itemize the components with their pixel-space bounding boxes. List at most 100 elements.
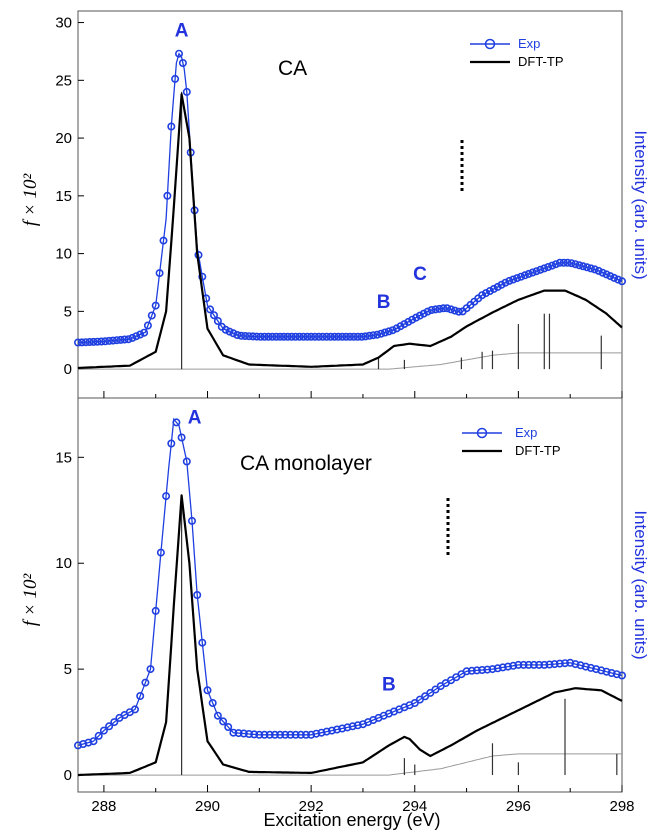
exp-point <box>544 262 553 271</box>
exp-point <box>330 332 339 341</box>
y-tick-label: 15 <box>55 449 72 466</box>
exp-point <box>528 268 537 277</box>
exp-point <box>182 457 191 466</box>
exp-point <box>373 330 382 339</box>
exp-point <box>272 332 281 341</box>
exp-point <box>89 337 98 346</box>
exp-point <box>151 301 160 310</box>
exp-series <box>74 49 626 347</box>
exp-point <box>291 730 300 739</box>
exp-point <box>357 332 366 341</box>
y-tick-label: 0 <box>64 767 72 784</box>
exp-point <box>155 269 164 278</box>
exp-point <box>467 666 476 675</box>
exp-point <box>291 332 300 341</box>
exp-point <box>175 49 184 58</box>
exp-point <box>81 338 90 347</box>
exp-point <box>408 315 417 324</box>
exp-point <box>567 259 576 268</box>
exp-point <box>167 439 176 448</box>
exp-point <box>224 722 233 731</box>
exp-point <box>99 726 108 735</box>
exp-point <box>105 336 114 345</box>
exp-point <box>279 332 288 341</box>
exp-point <box>178 58 187 67</box>
exp-point <box>318 332 327 341</box>
exp-point <box>610 273 619 282</box>
exp-point <box>489 284 498 293</box>
y-tick-label: 25 <box>55 72 72 89</box>
y-tick-label: 5 <box>64 661 72 678</box>
exp-point <box>132 332 141 341</box>
exp-point <box>131 705 140 714</box>
exp-point <box>446 305 455 314</box>
exp-point <box>334 332 343 341</box>
exp-point <box>582 263 591 272</box>
exp-point <box>423 307 432 316</box>
exp-point <box>264 332 273 341</box>
exp-point <box>377 329 386 338</box>
exp-point <box>229 728 238 737</box>
dft-tp-series <box>77 93 623 370</box>
exp-point <box>404 317 413 326</box>
exp-point <box>361 332 370 341</box>
exp-point <box>338 724 347 733</box>
exp-point <box>326 332 335 341</box>
exp-point <box>177 433 186 442</box>
exp-point <box>120 335 129 344</box>
exp-point <box>571 660 580 669</box>
exp-point <box>348 722 357 731</box>
exp-point <box>353 332 362 341</box>
x-tick-label: 288 <box>91 798 116 815</box>
y-axis-ticks: 0 5 10 15 20 25 30 <box>55 15 84 378</box>
peak-label: A <box>175 20 189 41</box>
exp-point <box>353 721 362 730</box>
exp-point <box>579 262 588 271</box>
exp-point <box>213 316 222 325</box>
exp-point <box>349 332 358 341</box>
stick-spectrum <box>181 91 602 370</box>
exp-point <box>203 686 212 695</box>
y-tick-label: 10 <box>55 555 72 572</box>
exp-point <box>221 325 230 334</box>
legend-exp-marker <box>484 38 496 50</box>
exp-point <box>550 660 559 669</box>
exp-point <box>105 722 114 731</box>
exp-point <box>503 662 512 671</box>
exp-point <box>481 289 490 298</box>
exp-point <box>345 332 354 341</box>
exp-point <box>488 665 497 674</box>
exp-point <box>343 723 352 732</box>
peak-annotations: A B C <box>175 20 427 312</box>
exp-point <box>516 272 525 281</box>
exp-point <box>276 730 285 739</box>
exp-point <box>286 730 295 739</box>
exp-point <box>388 326 397 335</box>
exp-point <box>532 267 541 276</box>
exp-point <box>283 332 292 341</box>
exp-point <box>590 265 599 274</box>
exp-point <box>498 663 507 672</box>
exp-point <box>548 261 557 270</box>
x-tick-label: 290 <box>195 798 220 815</box>
exp-point <box>167 122 176 131</box>
exp-point <box>439 304 448 313</box>
exp-point <box>136 330 145 339</box>
exp-point <box>193 590 202 599</box>
exp-point <box>229 329 238 338</box>
exp-point <box>559 258 568 267</box>
exp-point <box>112 336 121 345</box>
exp-point <box>535 660 544 669</box>
exp-point <box>342 332 351 341</box>
exp-point <box>239 729 248 738</box>
exp-point <box>143 321 152 330</box>
x-tick-label: 296 <box>506 798 531 815</box>
exp-point <box>602 667 611 676</box>
exp-point <box>514 660 523 669</box>
exp-point <box>241 331 250 340</box>
exp-point <box>612 670 621 679</box>
exp-point <box>555 659 564 668</box>
exp-point <box>314 332 323 341</box>
panel-title: CA monolayer <box>240 452 372 475</box>
